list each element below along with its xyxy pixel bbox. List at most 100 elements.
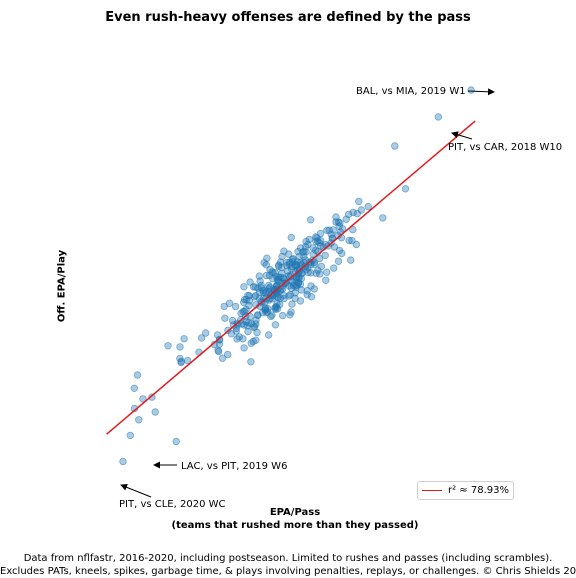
data-point	[119, 457, 127, 466]
data-point	[338, 249, 346, 258]
data-point	[276, 300, 284, 309]
data-point	[288, 278, 296, 286]
data-point	[321, 251, 329, 260]
data-point	[151, 408, 159, 416]
data-point	[271, 321, 280, 329]
data-point	[268, 311, 276, 319]
data-point	[284, 267, 292, 275]
data-point	[286, 311, 294, 319]
data-point	[347, 256, 355, 264]
data-point	[330, 264, 338, 272]
data-point	[237, 320, 246, 328]
x-axis-label: EPA/Pass (teams that rushed more than th…	[150, 506, 440, 532]
data-point	[255, 272, 263, 280]
data-point	[278, 252, 286, 261]
data-point	[218, 354, 227, 362]
footnote-line2: Excludes PATs, kneels, spikes, garbage t…	[0, 566, 576, 577]
data-point	[307, 293, 316, 301]
data-point	[332, 213, 340, 221]
data-point	[247, 358, 255, 366]
data-point	[401, 185, 410, 193]
data-point	[349, 208, 357, 217]
data-point	[237, 309, 245, 317]
x-axis-label-line2: (teams that rushed more than they passed…	[171, 520, 419, 531]
footnote-line1: Data from nflfastr, 2016-2020, including…	[23, 553, 553, 564]
data-point	[214, 346, 222, 354]
data-point	[254, 311, 262, 319]
data-point	[273, 292, 281, 301]
data-point	[348, 236, 356, 245]
annotation-label: PIT, vs CLE, 2020 WC	[119, 499, 225, 510]
x-axis-label-line1: EPA/Pass	[269, 507, 321, 518]
data-point	[250, 293, 259, 301]
data-point	[334, 257, 343, 265]
data-point	[330, 243, 339, 251]
data-point	[239, 335, 247, 343]
y-axis-label: Off. EPA/Play	[56, 249, 68, 323]
data-point	[296, 297, 305, 305]
annotation-label: PIT, vs CAR, 2018 W10	[448, 142, 562, 153]
data-point	[325, 226, 333, 234]
data-point	[253, 328, 261, 337]
data-point	[349, 225, 357, 234]
chart-title: Even rush-heavy offenses are defined by …	[105, 10, 471, 25]
data-point	[176, 343, 184, 351]
data-point	[303, 287, 311, 295]
data-point	[315, 254, 324, 263]
data-point	[275, 262, 283, 270]
data-point	[276, 258, 285, 266]
data-point	[307, 216, 315, 224]
annotation-arrow	[451, 131, 473, 140]
data-point	[322, 276, 330, 284]
data-point	[130, 384, 138, 392]
data-point	[239, 298, 248, 307]
data-point	[221, 314, 229, 322]
data-point	[313, 237, 322, 245]
data-point	[139, 395, 147, 403]
data-point	[180, 335, 188, 343]
data-point	[232, 327, 240, 335]
annotation-label: BAL, vs MIA, 2019 W1	[356, 86, 466, 97]
data-point	[265, 271, 274, 280]
data-point	[254, 284, 262, 292]
data-point	[133, 371, 142, 379]
data-point	[164, 342, 172, 350]
data-point	[307, 269, 315, 277]
legend-label: r² ≈ 78.93%	[448, 485, 509, 496]
data-point	[271, 304, 279, 312]
data-point	[244, 327, 252, 336]
data-point	[364, 202, 372, 211]
annotation-arrow	[120, 483, 152, 498]
data-point	[294, 278, 303, 287]
data-point	[183, 356, 192, 365]
data-point	[264, 304, 272, 313]
data-point	[288, 300, 296, 308]
data-point	[233, 335, 241, 343]
data-point	[148, 393, 156, 401]
data-point	[177, 358, 185, 367]
data-point	[307, 282, 315, 290]
data-point	[300, 252, 308, 261]
data-point	[240, 283, 248, 291]
data-point	[297, 244, 305, 252]
data-point	[355, 197, 363, 206]
data-point	[246, 278, 254, 286]
data-point	[312, 233, 320, 241]
data-point	[201, 329, 210, 337]
data-point	[467, 86, 475, 94]
data-point	[434, 113, 442, 121]
data-point	[263, 254, 271, 262]
data-point	[288, 262, 296, 271]
data-point	[273, 300, 281, 308]
data-point	[287, 233, 295, 242]
data-point	[268, 268, 276, 276]
data-point	[223, 350, 232, 359]
data-point	[126, 431, 134, 440]
data-point	[220, 302, 228, 311]
footnote: Data from nflfastr, 2016-2020, including…	[0, 552, 576, 578]
data-point	[357, 206, 365, 214]
annotation-arrow	[467, 88, 495, 96]
annotation-label: LAC, vs PIT, 2019 W6	[181, 461, 287, 472]
data-point	[391, 142, 399, 150]
